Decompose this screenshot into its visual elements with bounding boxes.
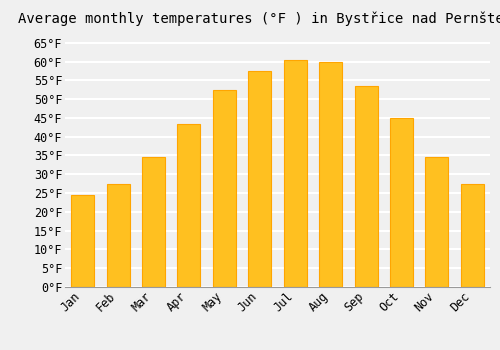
Bar bbox=[213, 90, 236, 287]
Bar bbox=[319, 62, 342, 287]
Bar bbox=[354, 86, 378, 287]
Bar bbox=[106, 184, 130, 287]
Bar bbox=[461, 184, 484, 287]
Title: Average monthly temperatures (°F ) in Bystřice nad Pernštejnem: Average monthly temperatures (°F ) in By… bbox=[18, 12, 500, 26]
Bar bbox=[142, 158, 165, 287]
Bar bbox=[178, 124, 201, 287]
Bar bbox=[284, 60, 306, 287]
Bar bbox=[390, 118, 413, 287]
Bar bbox=[248, 71, 272, 287]
Bar bbox=[71, 195, 94, 287]
Bar bbox=[426, 158, 448, 287]
